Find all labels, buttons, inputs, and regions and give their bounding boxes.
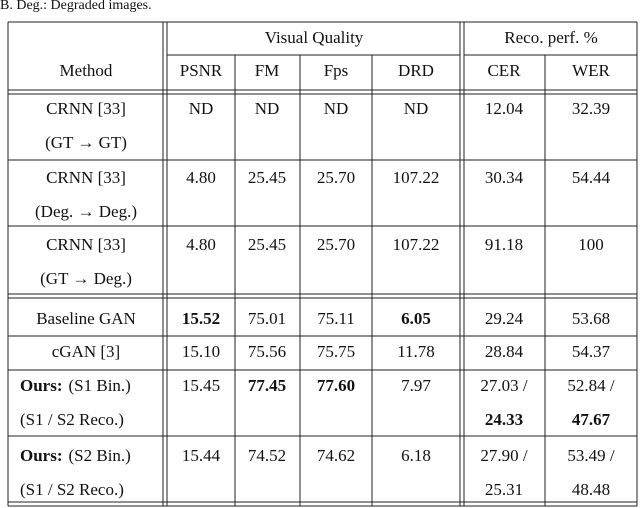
- method-cell: cGAN [3]: [52, 342, 120, 361]
- value-cell: 54.37: [572, 342, 611, 361]
- column-header: PSNR: [180, 61, 223, 80]
- caption: B. Deg.: Degraded images.: [0, 0, 152, 13]
- value-cell: 25.70: [317, 168, 355, 187]
- method-cell: (GT → GT): [45, 133, 127, 152]
- method-text: (S2 Bin.): [69, 446, 131, 465]
- value-cell: 75.01: [248, 309, 286, 328]
- value-cell: ND: [255, 99, 280, 118]
- value-cell: 32.39: [572, 99, 610, 118]
- value-cell: 75.11: [317, 309, 355, 328]
- value-cell: 25.70: [317, 235, 355, 254]
- table-borders: [7, 21, 638, 507]
- value-cell: 25.31: [485, 480, 523, 499]
- column-header: DRD: [398, 61, 434, 80]
- value-cell: 107.22: [393, 235, 440, 254]
- method-prefix: Ours:: [20, 446, 63, 465]
- method-cell: CRNN [33]: [46, 235, 126, 254]
- value-cell: 15.10: [182, 342, 220, 361]
- value-cell: ND: [189, 99, 214, 118]
- value-cell: 24.33: [485, 410, 523, 429]
- column-header: Fps: [324, 61, 349, 80]
- value-cell: 77.60: [317, 376, 355, 395]
- value-cell: 54.44: [572, 168, 611, 187]
- method-cell: (GT → Deg.): [40, 269, 132, 288]
- value-cell: 25.45: [248, 168, 286, 187]
- method-cell: CRNN [33]: [46, 168, 126, 187]
- column-header: CER: [487, 61, 521, 80]
- value-cell: 27.03 /: [480, 376, 528, 395]
- value-cell: 15.45: [182, 376, 220, 395]
- value-cell: 48.48: [572, 480, 610, 499]
- method-text: (S1 Bin.): [69, 376, 131, 395]
- method-cell: (Deg. → Deg.): [35, 202, 137, 221]
- method-cell: (S1 / S2 Reco.): [20, 480, 124, 499]
- value-cell: 75.56: [248, 342, 286, 361]
- value-cell: 7.97: [401, 376, 431, 395]
- method-prefix: Ours:: [20, 376, 63, 395]
- value-cell: 11.78: [397, 342, 435, 361]
- method-cell: CRNN [33]: [46, 99, 126, 118]
- value-cell: 12.04: [485, 99, 524, 118]
- value-cell: 100: [578, 235, 604, 254]
- value-cell: 75.75: [317, 342, 355, 361]
- method-cell: Ours: (S2 Bin.): [20, 446, 131, 465]
- value-cell: ND: [404, 99, 429, 118]
- value-cell: 15.44: [182, 446, 221, 465]
- value-cell: 53.49 /: [567, 446, 615, 465]
- value-cell: 91.18: [485, 235, 523, 254]
- method-cell: Ours: (S1 Bin.): [20, 376, 131, 395]
- method-cell: Baseline GAN: [36, 309, 136, 328]
- method-cell: (S1 / S2 Reco.): [20, 410, 124, 429]
- value-cell: 53.68: [572, 309, 610, 328]
- value-cell: 27.90 /: [480, 446, 528, 465]
- value-cell: 25.45: [248, 235, 286, 254]
- value-cell: 4.80: [186, 168, 216, 187]
- value-cell: 15.52: [182, 309, 220, 328]
- group-header: Visual Quality: [265, 28, 364, 47]
- value-cell: 52.84 /: [567, 376, 615, 395]
- value-cell: 6.18: [401, 446, 431, 465]
- value-cell: 6.05: [401, 309, 431, 328]
- value-cell: 4.80: [186, 235, 216, 254]
- group-header: Reco. perf. %: [504, 28, 597, 47]
- column-header: Method: [60, 61, 113, 80]
- value-cell: 28.84: [485, 342, 524, 361]
- column-header: FM: [255, 61, 280, 80]
- value-cell: 29.24: [485, 309, 524, 328]
- value-cell: 30.34: [485, 168, 524, 187]
- column-header: WER: [572, 61, 610, 80]
- value-cell: ND: [324, 99, 349, 118]
- value-cell: 74.52: [248, 446, 286, 465]
- value-cell: 77.45: [248, 376, 286, 395]
- value-cell: 107.22: [393, 168, 440, 187]
- value-cell: 47.67: [572, 410, 611, 429]
- value-cell: 74.62: [317, 446, 355, 465]
